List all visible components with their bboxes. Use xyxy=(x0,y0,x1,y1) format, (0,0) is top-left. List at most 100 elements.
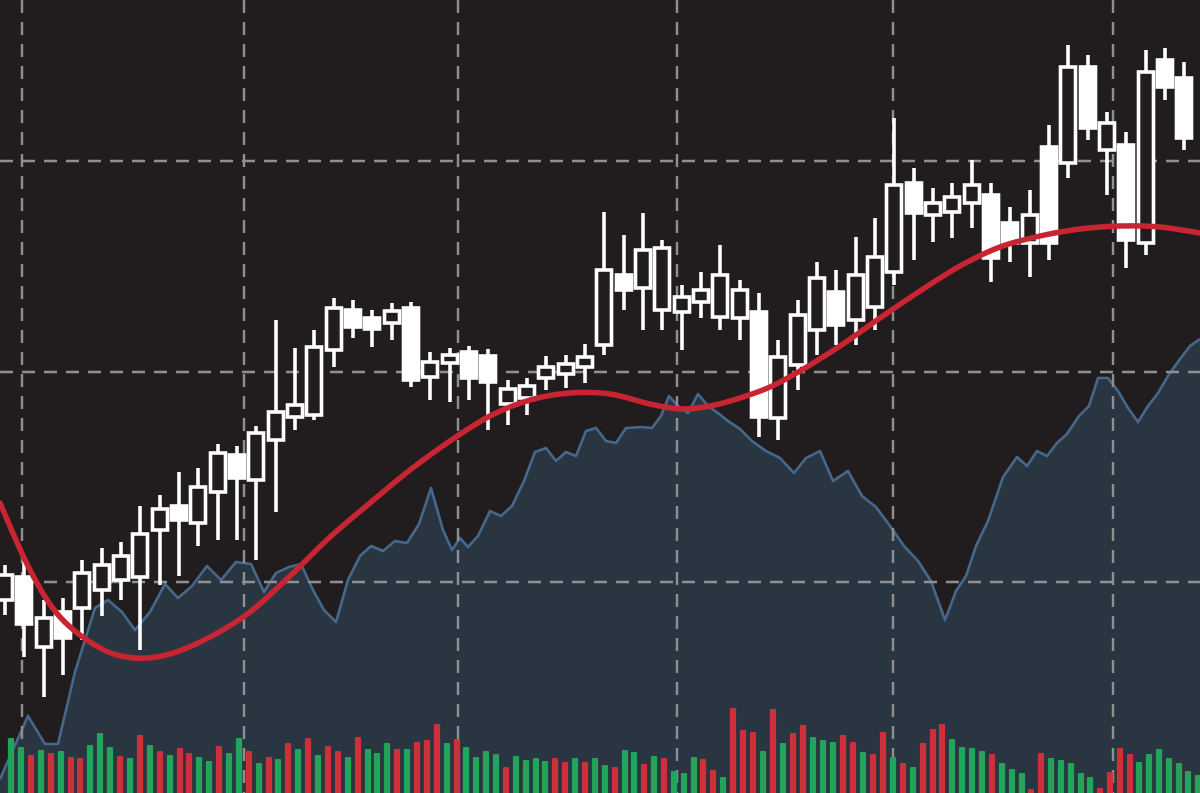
candle-body xyxy=(72,571,92,610)
volume-bar-up xyxy=(1175,763,1183,793)
volume-bar-up xyxy=(472,757,480,793)
volume-bar-up xyxy=(1047,758,1055,793)
volume-bar-down xyxy=(739,730,747,793)
candle-hollow xyxy=(285,348,305,430)
volume-bar-down xyxy=(1027,789,1035,793)
volume-bar-up xyxy=(492,754,500,793)
volume-bar-up xyxy=(909,767,917,793)
volume-bar-up xyxy=(512,756,520,793)
volume-bar-up xyxy=(1135,762,1143,793)
volume-bar-up xyxy=(344,757,352,793)
volume-bar-up xyxy=(364,749,372,793)
candle-body xyxy=(304,345,324,417)
volume-bar-up xyxy=(759,751,767,793)
candle-solid xyxy=(614,235,634,310)
candle-hollow xyxy=(304,330,324,420)
volume-bar-down xyxy=(561,762,569,793)
volume-bar-up xyxy=(998,763,1006,793)
candle-body xyxy=(672,295,692,314)
candle-body xyxy=(34,616,54,649)
candle-body xyxy=(536,365,556,380)
volume-bar-down xyxy=(799,725,807,793)
candle-body xyxy=(188,485,208,525)
volume-bar-up xyxy=(314,755,322,793)
volume-bar-up xyxy=(195,757,203,793)
volume-bar-up xyxy=(166,755,174,793)
volume-bar-up xyxy=(96,733,104,793)
volume-bar-up xyxy=(1057,760,1065,793)
volume-bar-down xyxy=(413,742,421,793)
candle-body xyxy=(498,387,518,406)
volume-bar-down xyxy=(769,709,777,793)
volume-bar-up xyxy=(1155,749,1163,793)
volume-bar-up xyxy=(57,751,65,793)
candle-hollow xyxy=(575,344,595,383)
volume-bar-up xyxy=(630,752,638,793)
candle-hollow xyxy=(730,280,750,340)
candle-body xyxy=(865,255,885,309)
volume-bar-up xyxy=(541,761,549,793)
volume-bar-up xyxy=(294,749,302,793)
volume-bar-up xyxy=(106,747,114,793)
volume-bar-down xyxy=(136,735,144,793)
volume-bar-up xyxy=(819,740,827,793)
candle-hollow xyxy=(652,240,672,330)
candle-hollow xyxy=(633,213,653,330)
volume-bar-down xyxy=(1126,754,1134,793)
candle-body xyxy=(246,431,266,482)
candle-hollow xyxy=(324,298,344,367)
volume-bar-down xyxy=(116,756,124,793)
candle-body xyxy=(652,246,672,312)
candle-body xyxy=(401,306,421,382)
volume-bar-down xyxy=(1106,772,1114,793)
candle-hollow xyxy=(962,160,982,228)
candle-body xyxy=(14,575,34,626)
candle-body xyxy=(807,276,827,332)
candle-solid xyxy=(362,310,382,347)
volume-bar-down xyxy=(1116,748,1124,793)
volume-bar-down xyxy=(453,739,461,793)
volume-bar-up xyxy=(978,751,986,793)
candle-body xyxy=(846,273,866,322)
candle-solid xyxy=(343,300,363,338)
volume-bar-down xyxy=(699,759,707,793)
volume-bar-up xyxy=(17,747,25,793)
volume-bar-down xyxy=(47,753,55,793)
candle-body xyxy=(633,248,653,290)
candle-hollow xyxy=(846,237,866,345)
area-series-line xyxy=(0,337,1200,780)
candle-body xyxy=(92,563,112,592)
candle-hollow xyxy=(1097,112,1117,195)
candle-solid xyxy=(169,472,189,576)
candle-hollow xyxy=(865,218,885,330)
candle-solid xyxy=(1155,48,1175,100)
volume-bar-up xyxy=(7,738,15,793)
candle-hollow xyxy=(130,506,150,650)
candle-body xyxy=(227,453,247,480)
volume-bar-down xyxy=(938,724,946,793)
volume-bar-up xyxy=(373,753,381,793)
candle-body xyxy=(884,183,904,274)
candle-hollow xyxy=(807,262,827,355)
volume-bar-up xyxy=(1145,754,1153,793)
volume-bar-down xyxy=(334,751,342,793)
candle-hollow xyxy=(246,426,266,560)
candle-body xyxy=(556,362,576,376)
candle-body xyxy=(1174,76,1194,140)
volume-bar-up xyxy=(958,747,966,793)
candle-hollow xyxy=(0,565,15,615)
volume-bar-up xyxy=(621,750,629,793)
candle-hollow xyxy=(188,468,208,546)
volume-bar-down xyxy=(551,758,559,793)
volume-bars-layer xyxy=(7,708,1200,793)
candle-solid xyxy=(1039,125,1059,260)
volume-bar-up xyxy=(1067,763,1075,793)
candle-hollow xyxy=(556,355,576,388)
candle-hollow xyxy=(111,542,131,600)
volume-bar-up xyxy=(1184,771,1192,793)
candle-body xyxy=(208,451,228,494)
volume-bar-up xyxy=(670,771,678,793)
candle-hollow xyxy=(72,560,92,640)
volume-bar-up xyxy=(462,747,470,793)
